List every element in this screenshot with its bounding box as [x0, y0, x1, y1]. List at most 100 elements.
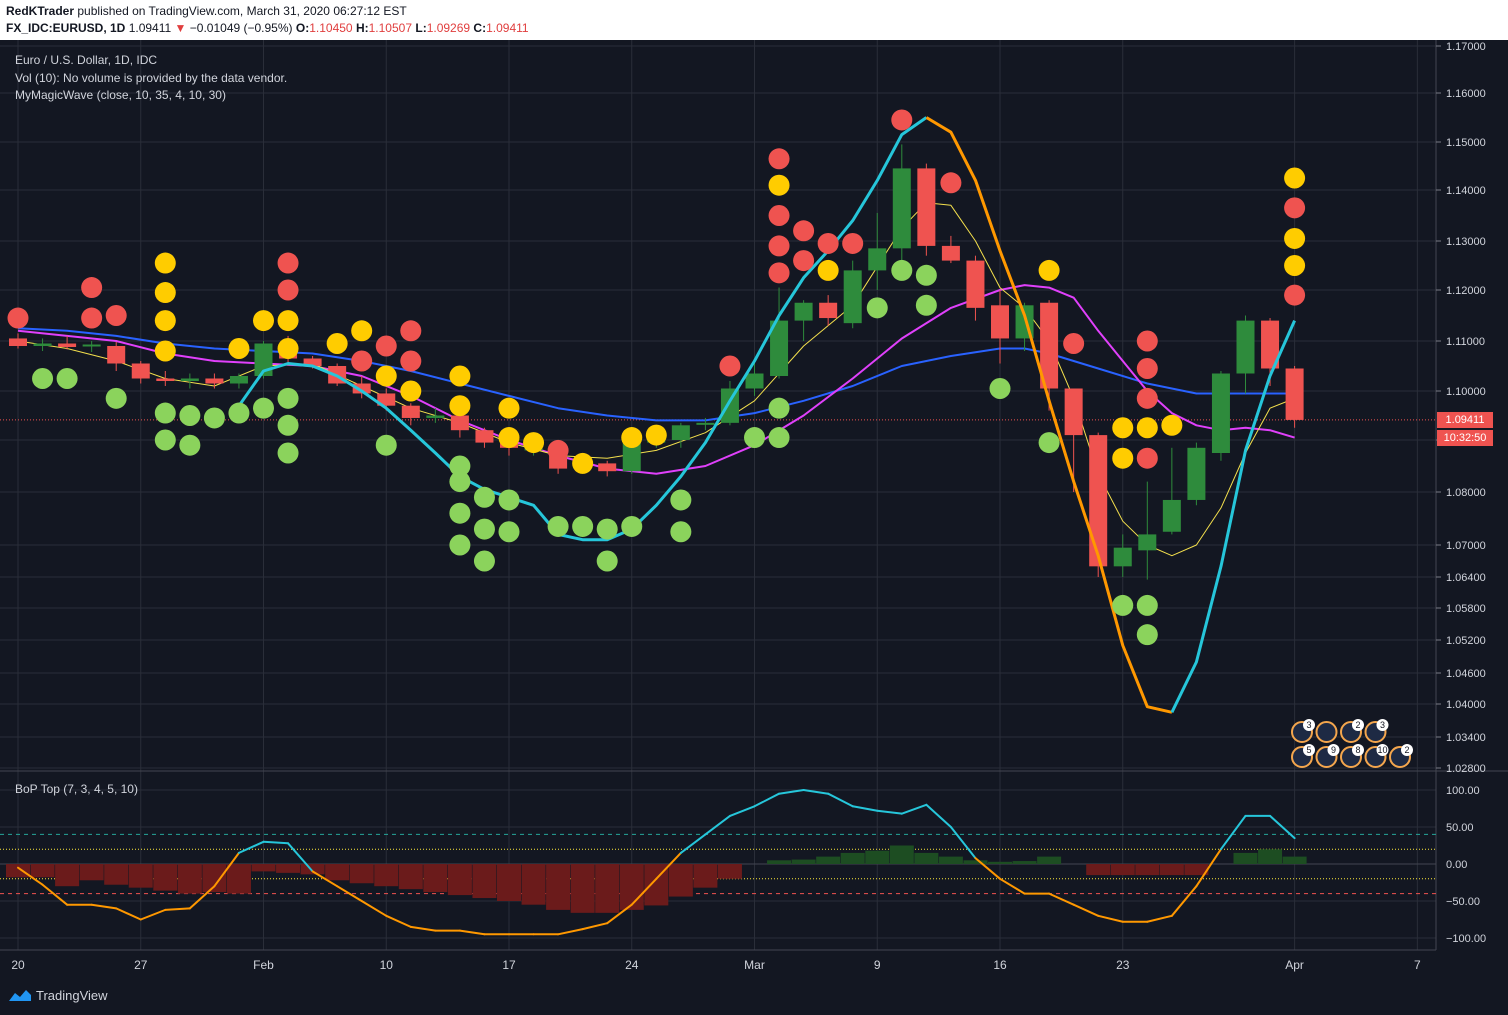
- bop-histogram-bar: [1282, 856, 1307, 864]
- signal-dot-green: [32, 368, 54, 389]
- signal-dot-green: [989, 378, 1011, 399]
- symbol-line: FX_IDC:EURUSD, 1D 1.09411 ▼ −0.01049 (−0…: [6, 21, 529, 35]
- signal-dot-red: [817, 232, 839, 254]
- signal-dot-green: [179, 434, 201, 456]
- signal-dot-green: [277, 442, 299, 464]
- bop-line-segment: [630, 877, 658, 906]
- bop-histogram-bar: [300, 864, 325, 875]
- bop-line-segment: [360, 900, 388, 917]
- signal-dot-green: [915, 264, 937, 286]
- price-tick-label: 1.05200: [1446, 635, 1486, 647]
- signal-dot-red: [891, 109, 913, 131]
- bop-line-segment: [949, 826, 977, 860]
- price-tick-label: 1.10000: [1446, 386, 1486, 398]
- signal-dot-red: [547, 439, 569, 461]
- bop-line-segment: [925, 803, 952, 828]
- signal-dot-green: [473, 486, 495, 508]
- signal-dot-green: [915, 294, 937, 316]
- bop-histogram-bar: [349, 864, 374, 884]
- signal-dot-red: [1136, 358, 1158, 379]
- signal-dot-red: [768, 235, 790, 257]
- time-tick-label: 16: [993, 958, 1007, 972]
- signal-dot-green: [596, 518, 618, 540]
- bop-histogram-bar: [865, 850, 890, 864]
- bop-line-segment: [753, 792, 781, 808]
- candle: [991, 305, 1009, 339]
- bop-line-segment: [581, 922, 609, 931]
- candle: [622, 442, 641, 472]
- signal-dot-yellow: [498, 427, 520, 449]
- bop-line-segment: [139, 908, 167, 921]
- signal-dot-green: [179, 405, 201, 426]
- last-price: 1.09411: [128, 21, 172, 35]
- event-count-badge: [1376, 744, 1389, 756]
- bop-histogram-bar: [30, 864, 55, 878]
- candle: [1261, 320, 1280, 369]
- signal-dot-yellow: [1112, 417, 1134, 439]
- signal-dot-yellow: [449, 365, 471, 387]
- signal-dot-green: [154, 402, 176, 424]
- bop-histogram-bar: [1086, 864, 1111, 876]
- signal-dot-green: [744, 427, 765, 449]
- bop-histogram-bar: [1159, 864, 1184, 876]
- candle: [180, 378, 199, 381]
- bop-histogram-bar: [816, 856, 841, 864]
- signal-dot-green: [449, 471, 471, 493]
- time-tick-label: 9: [874, 958, 881, 972]
- candle: [475, 430, 494, 443]
- signal-dot-red: [277, 279, 299, 301]
- bop-tick-label: −100.00: [1446, 933, 1486, 945]
- bop-line-segment: [237, 840, 265, 854]
- signal-dot-green: [203, 407, 225, 429]
- signal-dot-yellow: [1284, 227, 1306, 249]
- candle: [58, 343, 77, 347]
- price-tick-label: 1.06400: [1446, 572, 1486, 584]
- signal-dot-red: [351, 350, 373, 372]
- legend-wave[interactable]: MyMagicWave (close, 10, 35, 4, 10, 30): [15, 88, 226, 102]
- chart-canvas[interactable]: 1.17000 1.16000 1.15000 1.14000 1.13000 1.120…: [0, 40, 1508, 985]
- price-tick-label: 1.08000: [1446, 487, 1486, 499]
- bop-line-segment: [802, 789, 830, 795]
- bop-line-segment: [311, 870, 339, 888]
- signal-dot-red: [768, 262, 790, 284]
- candle: [303, 358, 322, 366]
- signal-dot-yellow: [351, 320, 373, 342]
- price-tick-label: 1.17000: [1446, 41, 1486, 53]
- signal-dot-green: [768, 397, 790, 419]
- change: −0.01049 (−0.95%): [189, 21, 293, 35]
- bop-histogram-bar: [1135, 864, 1160, 876]
- bop-histogram-bar: [374, 864, 399, 887]
- footer-brand[interactable]: TradingView: [8, 987, 108, 1003]
- bop-histogram-bar: [619, 864, 644, 910]
- bop-line-segment: [606, 903, 633, 925]
- signal-dot-green: [56, 368, 78, 389]
- legend-volume[interactable]: Vol (10): No volume is provided by the d…: [15, 71, 288, 85]
- price-tick-label: 1.13000: [1446, 236, 1486, 248]
- open-label: O:: [295, 21, 310, 35]
- candle: [1236, 320, 1255, 374]
- time-tick-label: 23: [1116, 958, 1130, 972]
- bop-histogram-bar: [55, 864, 80, 887]
- signal-dot-yellow: [154, 340, 176, 362]
- signal-dot-green: [449, 455, 471, 477]
- signal-dot-red: [1063, 333, 1085, 354]
- bop-histogram-bar: [546, 864, 571, 910]
- bop-line-segment: [17, 866, 44, 886]
- signal-dot-green: [277, 414, 299, 436]
- bop-histogram-bar: [840, 852, 865, 864]
- candle: [1040, 302, 1059, 389]
- countdown-label: 10:32:50: [1437, 430, 1493, 446]
- signal-dot-yellow: [1136, 417, 1158, 439]
- candle: [131, 363, 150, 379]
- legend-bop[interactable]: BoP Top (7, 3, 4, 5, 10): [15, 782, 138, 796]
- event-count-label: 9: [1331, 745, 1336, 755]
- bop-line-segment: [90, 903, 118, 910]
- signal-dot-red: [81, 277, 103, 299]
- bop-histogram-bar: [717, 864, 742, 879]
- time-tick-label: Feb: [253, 958, 274, 972]
- signal-dot-yellow: [326, 333, 348, 354]
- signal-dot-green: [449, 534, 471, 556]
- signal-dot-green: [866, 297, 888, 319]
- publisher-name[interactable]: RedKTrader: [6, 4, 75, 18]
- legend-title[interactable]: Euro / U.S. Dollar, 1D, IDC: [15, 53, 158, 67]
